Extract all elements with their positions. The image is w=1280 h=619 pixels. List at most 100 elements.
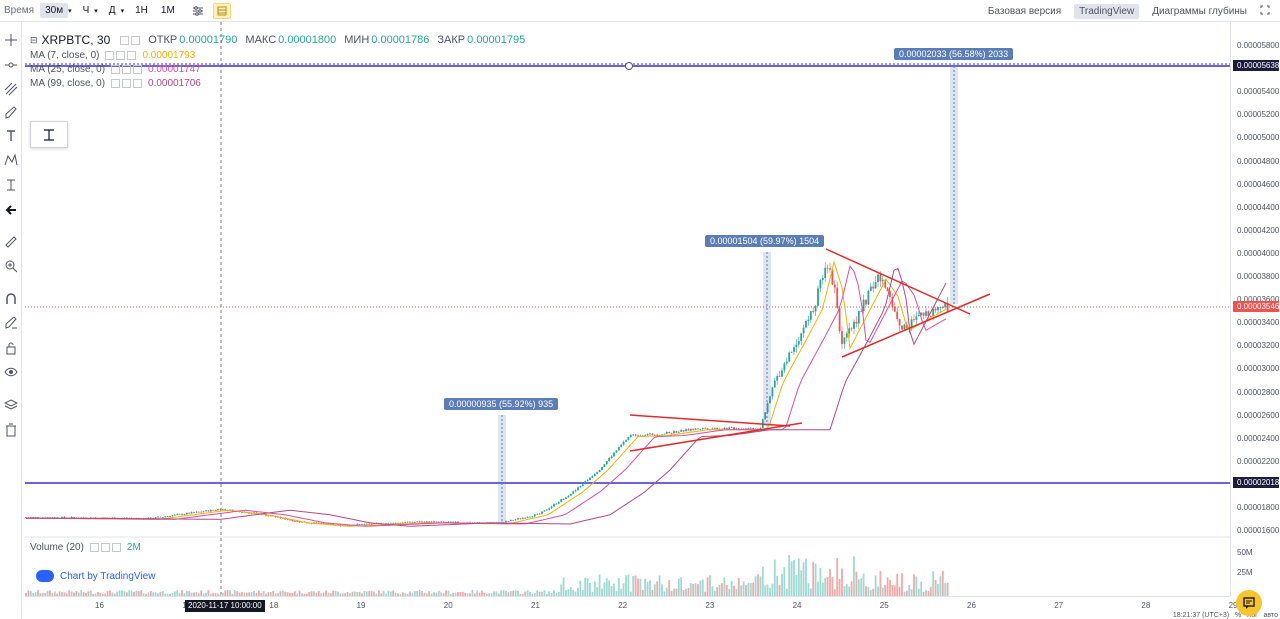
candle-body bbox=[27, 517, 30, 519]
remove-toggle-icon[interactable] bbox=[127, 50, 137, 60]
indicators-icon[interactable] bbox=[189, 3, 207, 19]
candle-body bbox=[61, 516, 63, 519]
dropdown-icon[interactable]: ▾ bbox=[68, 7, 72, 15]
interval-day-button[interactable]: Д bbox=[108, 5, 116, 16]
collapse-icon[interactable]: ⊟ bbox=[30, 34, 38, 45]
volume-bar bbox=[934, 579, 937, 596]
zoom-icon[interactable] bbox=[0, 256, 22, 276]
volume-bar bbox=[159, 591, 162, 596]
brush-icon[interactable] bbox=[0, 103, 22, 123]
volume-bar bbox=[377, 590, 380, 596]
fullscreen-icon[interactable] bbox=[1260, 5, 1270, 18]
volume-bar bbox=[349, 593, 351, 596]
layers-icon[interactable] bbox=[0, 395, 22, 415]
remove-toggle-icon[interactable] bbox=[111, 543, 121, 552]
floating-tool-panel[interactable] bbox=[30, 121, 68, 148]
volume-bar bbox=[826, 577, 829, 596]
volume-bar bbox=[485, 593, 488, 596]
candle-body bbox=[164, 516, 167, 518]
candle-body bbox=[389, 522, 392, 524]
volume-bar bbox=[387, 590, 390, 596]
candle-body bbox=[689, 428, 692, 431]
back-arrow-icon[interactable] bbox=[0, 200, 22, 220]
trash-icon[interactable] bbox=[0, 420, 22, 440]
price-tick: 0.00002200 bbox=[1237, 456, 1280, 466]
volume-bar bbox=[185, 591, 188, 596]
trendline-icon[interactable] bbox=[0, 55, 22, 75]
measure-tool-icon[interactable] bbox=[0, 175, 22, 195]
candle-body bbox=[617, 446, 620, 451]
price-axis[interactable]: 0.000058000.000056000.000054000.00005200… bbox=[1230, 22, 1280, 596]
settings-toggle-icon[interactable] bbox=[122, 78, 132, 88]
volume-bar bbox=[855, 571, 858, 596]
volume-bar bbox=[838, 579, 841, 596]
time-tick: 16 bbox=[95, 601, 104, 610]
volume-bar bbox=[946, 582, 949, 596]
candle-body bbox=[581, 484, 584, 486]
remove-toggle-icon[interactable] bbox=[133, 78, 143, 88]
volume-bar bbox=[58, 591, 61, 596]
depth-chart-tab[interactable]: Диаграммы глубины bbox=[1152, 5, 1247, 17]
candle-body bbox=[452, 521, 455, 523]
basic-version-tab[interactable]: Базовая версия bbox=[987, 5, 1062, 17]
eye-toggle-icon[interactable] bbox=[105, 50, 115, 60]
eye-icon[interactable] bbox=[0, 362, 22, 382]
chat-button[interactable] bbox=[1236, 590, 1262, 616]
candle-body bbox=[903, 324, 906, 330]
eye-toggle-icon[interactable] bbox=[89, 543, 99, 552]
settings-toggle-icon[interactable] bbox=[116, 50, 126, 60]
volume-bar bbox=[901, 573, 903, 596]
magnet-icon[interactable] bbox=[0, 289, 22, 309]
volume-bar bbox=[389, 591, 392, 596]
settings-toggle-icon[interactable] bbox=[122, 64, 132, 74]
volume-bar bbox=[627, 574, 630, 596]
text-icon[interactable] bbox=[0, 126, 22, 146]
price-tick: 0.00004400 bbox=[1237, 202, 1280, 212]
eye-toggle-icon[interactable] bbox=[111, 64, 121, 74]
candle-body bbox=[862, 299, 865, 311]
interval-30m-button[interactable]: 30м bbox=[40, 3, 69, 18]
candle-body bbox=[937, 307, 939, 311]
volume-bar bbox=[190, 592, 193, 596]
volume-bar bbox=[68, 590, 71, 596]
candle-body bbox=[778, 376, 781, 377]
lock-icon[interactable] bbox=[0, 338, 22, 358]
settings-toggle-icon[interactable] bbox=[131, 35, 141, 45]
interval-week-button[interactable]: 1Н bbox=[135, 5, 148, 16]
pattern-icon[interactable] bbox=[0, 150, 22, 170]
candle-body bbox=[193, 512, 195, 513]
price-chart[interactable] bbox=[0, 22, 1230, 596]
settings-toggle-icon[interactable] bbox=[100, 543, 110, 552]
volume-bar bbox=[365, 591, 368, 596]
tradingview-tab[interactable]: TradingView bbox=[1074, 3, 1140, 19]
layout-icon[interactable] bbox=[212, 2, 231, 19]
eye-toggle-icon[interactable] bbox=[120, 35, 130, 45]
volume-bar bbox=[200, 590, 203, 596]
crosshair-icon[interactable] bbox=[0, 30, 22, 50]
fib-icon[interactable] bbox=[0, 79, 22, 99]
price-tick: 0.00005200 bbox=[1237, 110, 1280, 120]
tradingview-watermark[interactable]: Chart by TradingView bbox=[36, 570, 155, 582]
percent-toggle[interactable]: % bbox=[1234, 612, 1242, 619]
candle-body bbox=[25, 517, 27, 519]
candle-body bbox=[697, 428, 699, 430]
eye-toggle-icon[interactable] bbox=[111, 78, 121, 88]
remove-toggle-icon[interactable] bbox=[133, 64, 143, 74]
ruler-icon[interactable] bbox=[0, 232, 22, 252]
interval-month-button[interactable]: 1М bbox=[160, 5, 175, 16]
volume-bar bbox=[802, 562, 805, 596]
dropdown-icon[interactable]: ▾ bbox=[120, 7, 125, 15]
candle-body bbox=[332, 524, 335, 525]
auto-toggle[interactable]: авто bbox=[1263, 612, 1278, 619]
time-axis[interactable]: 1617181920212223242526272829 2020-11-17 … bbox=[25, 596, 1238, 619]
stay-drawing-icon[interactable] bbox=[0, 313, 22, 333]
interval-hour-button[interactable]: Ч bbox=[82, 5, 90, 16]
measure-tool-icon[interactable] bbox=[41, 127, 57, 143]
candle-body bbox=[171, 515, 174, 517]
candle-body bbox=[836, 287, 839, 308]
candle-body bbox=[358, 524, 361, 525]
clock: 18:21:37 (UTC+3) bbox=[1172, 612, 1230, 619]
volume-bar bbox=[785, 588, 788, 596]
open-label: ОТКР bbox=[148, 34, 178, 46]
dropdown-icon[interactable]: ▾ bbox=[94, 7, 98, 15]
